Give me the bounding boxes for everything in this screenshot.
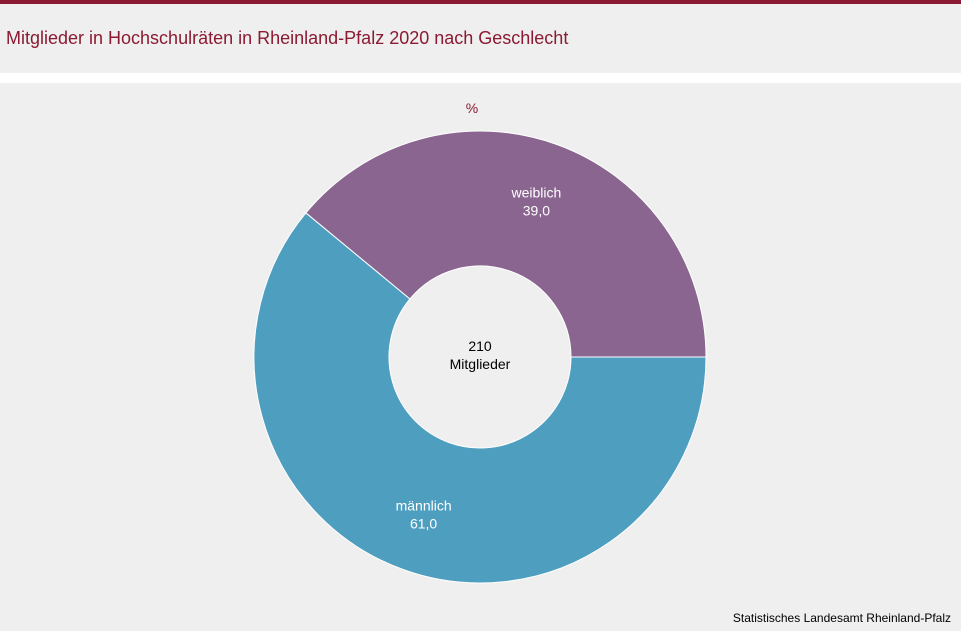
top-accent-bar [0,0,961,4]
donut-slices [253,130,707,584]
unit-label: % [466,100,478,116]
slice-value-weiblich: 39,0 [523,202,550,218]
separator [0,73,961,83]
slice-label-weiblich: weiblich [510,184,561,200]
center-label: Mitglieder [450,356,511,372]
title-area: Mitglieder in Hochschulräten in Rheinlan… [0,4,961,73]
donut-chart: % weiblich 39,0 männlich 61,0 210 Mitgliede… [253,100,707,584]
chart-area: % weiblich 39,0 männlich 61,0 210 Mitgliede… [0,83,961,631]
slice-labels: weiblich 39,0 männlich 61,0 [396,184,562,531]
source-credit: Statistisches Landesamt Rheinland-Pfalz [732,611,951,625]
slice-weiblich [305,130,707,358]
slice-value-maennlich: 61,0 [410,516,437,532]
slice-maennlich [253,212,707,584]
center-value: 210 [468,338,492,354]
chart-title: Mitglieder in Hochschulräten in Rheinlan… [6,28,569,48]
slice-label-maennlich: männlich [396,498,452,514]
